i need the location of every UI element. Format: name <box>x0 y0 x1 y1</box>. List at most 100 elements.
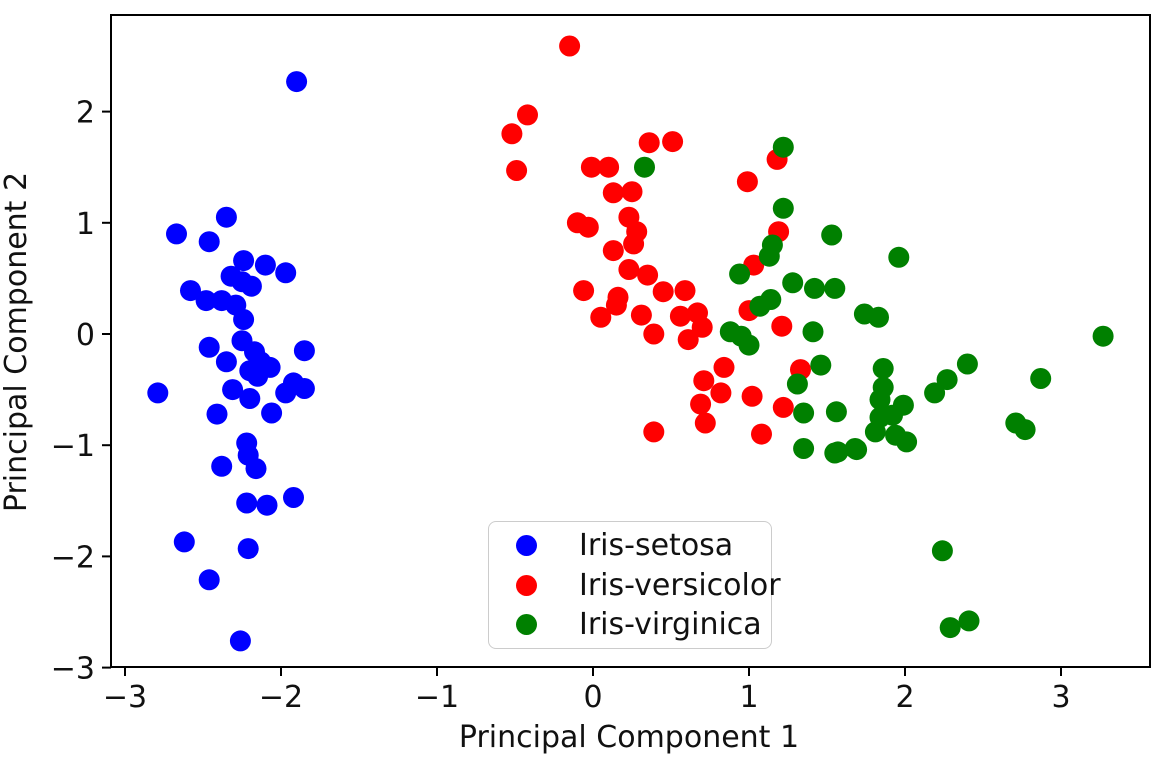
y-tick-label: 0 <box>76 318 95 353</box>
data-point-iris-versicolor <box>669 305 691 327</box>
data-point-iris-setosa <box>211 455 233 477</box>
data-point-iris-virginica <box>888 246 910 268</box>
data-point-iris-virginica <box>1014 419 1036 441</box>
data-point-iris-versicolor <box>771 315 793 337</box>
y-axis-label: Principal Component 2 <box>0 171 34 513</box>
axis-spine <box>110 14 1151 668</box>
data-point-iris-virginica <box>827 441 849 463</box>
x-tick-label: 0 <box>583 680 602 715</box>
y-tick-label: −1 <box>51 429 95 464</box>
data-point-iris-versicolor <box>605 294 627 316</box>
y-tick-label: −2 <box>51 540 95 575</box>
data-point-iris-versicolor <box>517 104 538 126</box>
data-point-iris-setosa <box>147 382 169 404</box>
data-point-iris-virginica <box>956 353 978 375</box>
data-point-iris-setosa <box>256 494 278 516</box>
data-point-iris-virginica <box>825 401 847 423</box>
x-tick-label: 3 <box>1051 680 1070 715</box>
data-point-iris-setosa <box>237 538 259 560</box>
data-point-iris-versicolor <box>674 280 696 302</box>
legend-label: Iris-virginica <box>579 607 762 642</box>
legend-marker-icon <box>516 535 537 556</box>
data-point-iris-setosa <box>222 379 244 401</box>
data-point-iris-virginica <box>772 136 794 158</box>
data-point-iris-virginica <box>939 617 961 639</box>
data-point-iris-setosa <box>247 365 269 387</box>
data-point-iris-virginica <box>892 394 914 416</box>
data-point-iris-versicolor <box>506 160 528 181</box>
x-tick-label: 1 <box>739 680 758 715</box>
data-point-iris-virginica <box>931 540 953 562</box>
data-point-iris-virginica <box>872 358 894 379</box>
data-point-iris-setosa <box>240 275 262 297</box>
data-point-iris-versicolor <box>590 306 612 328</box>
legend-item: Iris-virginica <box>489 607 771 643</box>
data-point-iris-versicolor <box>501 123 523 145</box>
data-point-iris-setosa <box>198 336 220 358</box>
data-point-iris-virginica <box>1030 368 1052 389</box>
data-point-iris-setosa <box>261 402 283 424</box>
data-point-iris-setosa <box>275 262 297 284</box>
legend-item: Iris-versicolor <box>489 567 781 603</box>
data-point-iris-setosa <box>233 250 255 272</box>
data-point-iris-setosa <box>236 492 258 514</box>
data-point-iris-setosa <box>180 280 201 302</box>
data-point-iris-versicolor <box>691 316 713 338</box>
data-point-iris-versicolor <box>577 216 599 238</box>
data-point-iris-versicolor <box>772 396 794 418</box>
legend: Iris-setosa Iris-versicolor Iris-virginica <box>488 521 781 649</box>
data-point-iris-virginica <box>1092 325 1114 347</box>
data-point-iris-virginica <box>810 354 832 376</box>
data-point-iris-setosa <box>254 254 276 276</box>
data-point-iris-setosa <box>233 309 255 330</box>
data-point-iris-versicolor <box>662 131 684 153</box>
data-point-iris-setosa <box>206 403 228 425</box>
x-tick-label: −1 <box>415 680 459 715</box>
data-point-iris-versicolor <box>623 233 645 255</box>
data-point-iris-versicolor <box>677 329 699 351</box>
data-point-iris-versicolor <box>713 356 735 378</box>
data-point-iris-virginica <box>824 277 846 299</box>
data-point-iris-versicolor <box>693 370 715 392</box>
legend-marker-icon <box>516 614 537 635</box>
data-point-iris-virginica <box>821 224 843 246</box>
y-tick-label: 2 <box>76 96 95 131</box>
data-point-iris-setosa <box>215 351 237 373</box>
legend-marker-icon <box>516 574 537 596</box>
data-point-iris-virginica <box>936 369 958 391</box>
data-point-iris-virginica <box>958 610 980 632</box>
data-point-iris-virginica <box>738 334 760 356</box>
data-point-iris-setosa <box>286 71 308 93</box>
data-point-iris-versicolor <box>602 182 624 204</box>
data-point-iris-virginica <box>761 234 783 256</box>
data-point-iris-versicolor <box>736 171 758 193</box>
data-point-iris-setosa <box>195 290 217 312</box>
y-tick-label: 1 <box>76 207 95 242</box>
data-point-iris-versicolor <box>598 156 620 178</box>
legend-label: Iris-versicolor <box>579 567 781 603</box>
x-tick-label: −3 <box>103 680 147 715</box>
data-point-iris-versicolor <box>638 132 660 154</box>
data-point-iris-virginica <box>869 389 891 411</box>
data-point-iris-setosa <box>166 223 187 245</box>
data-point-iris-virginica <box>793 438 815 459</box>
data-point-iris-virginica <box>802 321 824 343</box>
data-point-iris-setosa <box>283 487 304 508</box>
data-point-iris-virginica <box>868 306 889 328</box>
data-point-iris-setosa <box>239 388 261 409</box>
data-point-iris-virginica <box>924 382 946 404</box>
data-point-iris-versicolor <box>621 181 643 203</box>
x-axis-label: Principal Component 1 <box>458 720 800 755</box>
data-point-iris-versicolor <box>643 421 665 443</box>
x-tick-label: −2 <box>259 680 303 715</box>
data-point-iris-setosa <box>245 458 267 480</box>
data-point-iris-setosa <box>229 630 251 652</box>
data-point-iris-setosa <box>293 340 315 362</box>
data-point-iris-setosa <box>198 231 220 253</box>
data-point-iris-versicolor <box>751 423 772 445</box>
data-point-iris-virginica <box>772 197 794 219</box>
data-point-iris-virginica <box>634 156 655 178</box>
data-point-iris-versicolor <box>637 264 659 286</box>
